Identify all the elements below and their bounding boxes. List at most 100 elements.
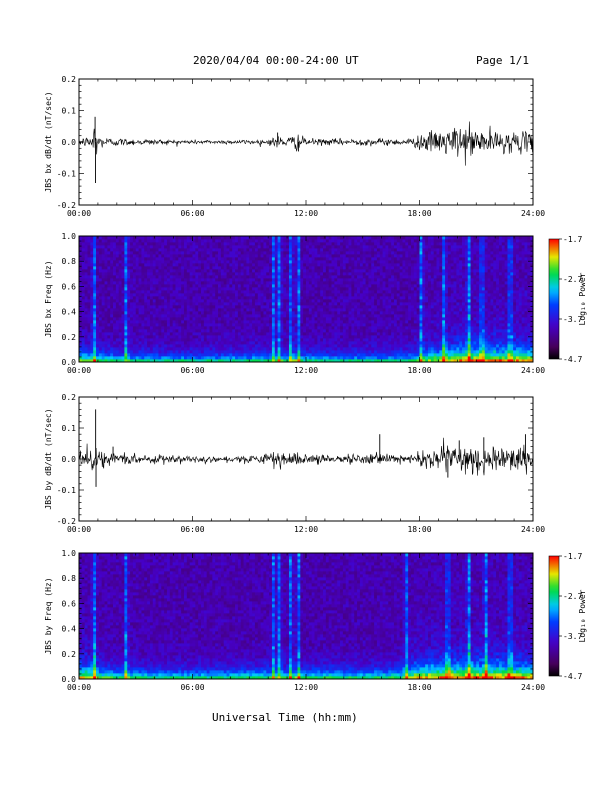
spectrogram-cell [254, 266, 259, 270]
spectrogram-cell [201, 248, 205, 252]
spectrogram-cell [345, 239, 349, 243]
spectrogram-cell [297, 332, 301, 336]
spectrogram-cell [382, 356, 386, 360]
spectrogram-cell [385, 257, 389, 261]
spectrogram-cell [311, 359, 315, 363]
spectrogram-cell [203, 242, 208, 246]
spectrogram-cell [405, 353, 409, 357]
spectrogram-cell [87, 320, 91, 324]
spectrogram-cell [158, 251, 162, 255]
spectrogram-cell [96, 341, 100, 345]
spectrogram-cell [178, 296, 182, 300]
spectrogram-cell [158, 242, 162, 246]
spectrogram-cell [376, 260, 381, 264]
spectrogram-cell [195, 293, 199, 297]
spectrogram-cell [209, 311, 213, 315]
spectrogram-cell [149, 323, 154, 327]
spectrogram-cell [158, 266, 162, 270]
spectrogram-cell [269, 344, 273, 348]
spectrogram-cell [138, 314, 142, 318]
spectrogram-cell [98, 239, 103, 243]
spectrogram-cell [90, 341, 94, 345]
spectrogram-cell [141, 245, 145, 249]
spectrogram-cell [144, 266, 148, 270]
spectrogram-cell [368, 332, 372, 336]
spectrogram-cell [101, 359, 105, 363]
spectrogram-cell [192, 260, 196, 264]
spectrogram-cell [155, 353, 159, 357]
spectrogram-cell [206, 248, 210, 252]
y-tick-label: 0.1 [62, 107, 77, 116]
spectrogram-cell [274, 284, 279, 288]
spectrogram-cell [118, 248, 122, 252]
spectrogram-cell [203, 245, 208, 249]
spectrogram-cell [101, 251, 105, 255]
spectrogram-cell [323, 245, 327, 249]
spectrogram-cell [203, 320, 208, 324]
spectrogram-cell [201, 254, 205, 258]
spectrogram-cell [368, 239, 372, 243]
spectrogram-cell [215, 236, 219, 240]
spectrogram-cell [149, 293, 154, 297]
spectrogram-cell [192, 245, 196, 249]
spectrogram-cell [110, 239, 114, 243]
spectrogram-cell [345, 314, 349, 318]
spectrogram-cell [90, 302, 94, 306]
spectrogram-cell [351, 254, 355, 258]
spectrogram-cell [263, 329, 267, 333]
spectrogram-cell [215, 329, 219, 333]
spectrogram-cell [405, 239, 409, 243]
spectrogram-cell [98, 290, 103, 294]
spectrogram-cell [118, 347, 122, 351]
spectrogram-cell [195, 257, 199, 261]
spectrogram-cell [334, 302, 338, 306]
spectrogram-cell [331, 251, 335, 255]
spectrogram-cell [172, 266, 176, 270]
spectrogram-cell [243, 353, 247, 357]
spectrogram-cell [215, 284, 219, 288]
spectrogram-cell [405, 305, 409, 309]
spectrogram-cell [252, 242, 256, 246]
spectrogram-cell [246, 236, 250, 240]
spectrogram-cell [371, 257, 375, 261]
spectrogram-cell [399, 338, 403, 342]
spectrogram-cell [232, 245, 236, 249]
spectrogram-cell [164, 275, 168, 279]
spectrogram-cell [209, 350, 213, 354]
spectrogram-cell [138, 341, 142, 345]
spectrogram-cell [345, 245, 349, 249]
spectrogram-cell [371, 266, 375, 270]
spectrogram-cell [223, 236, 227, 240]
spectrogram-cell [396, 263, 401, 267]
spectrogram-cell [266, 263, 270, 267]
spectrogram-cell [382, 329, 386, 333]
spectrogram-cell [201, 293, 205, 297]
spectrogram-cell [379, 260, 384, 264]
spectrogram-cell [297, 239, 301, 243]
spectrogram-cell [357, 296, 361, 300]
spectrogram-cell [365, 314, 369, 318]
spectrogram-cell [144, 326, 148, 330]
spectrogram-cell [297, 287, 301, 291]
spectrogram-cell [147, 239, 151, 243]
spectrogram-cell [212, 248, 216, 252]
spectrogram-cell [280, 344, 284, 348]
spectrogram-cell [183, 275, 188, 279]
spectrogram-cell [269, 263, 273, 267]
spectrogram-cell [391, 305, 395, 309]
spectrogram-cell [274, 326, 279, 330]
spectrogram-cell [306, 242, 310, 246]
spectrogram-cell [215, 266, 219, 270]
spectrogram-cell [240, 341, 244, 345]
spectrogram-cell [314, 326, 318, 330]
spectrogram-cell [320, 275, 324, 279]
spectrogram-cell [263, 278, 267, 282]
spectrogram-cell [135, 251, 139, 255]
spectrogram-cell [81, 239, 86, 243]
spectrogram-cell [405, 326, 409, 330]
spectrogram-cell [340, 290, 344, 294]
spectrogram-cell [81, 290, 86, 294]
spectrogram-cell [308, 350, 313, 354]
